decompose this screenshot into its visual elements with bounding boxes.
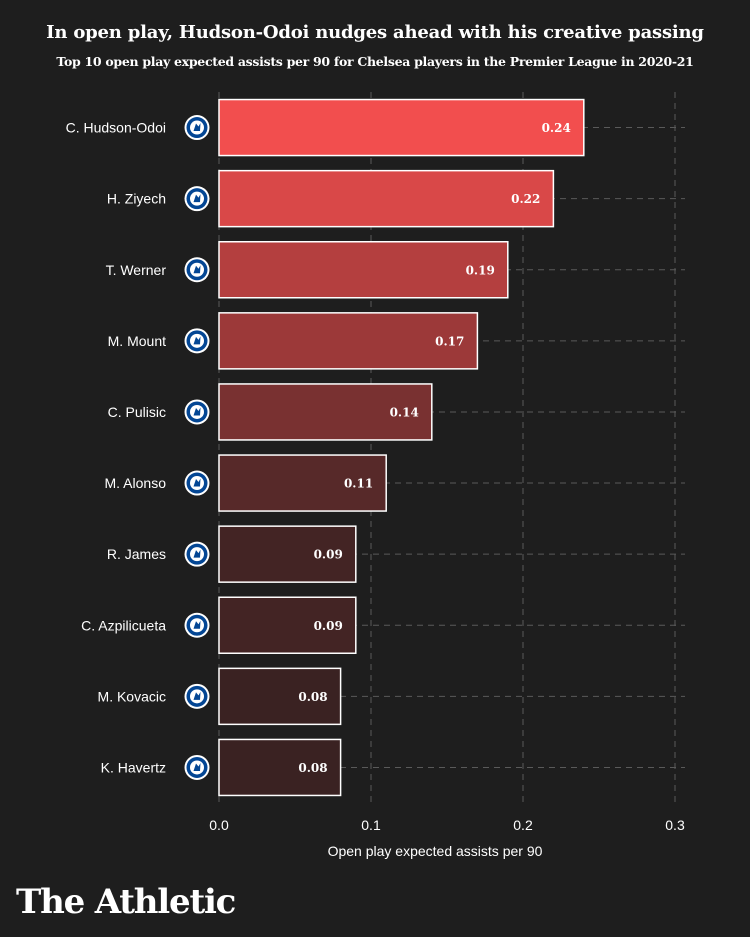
bar [218, 169, 555, 228]
bar [218, 241, 509, 299]
player-name-label: C. Azpilicueta [81, 617, 166, 633]
x-tick-label: 0.1 [361, 817, 381, 833]
player-name-label: T. Werner [106, 262, 167, 278]
chart-title: In open play, Hudson-Odoi nudges ahead w… [46, 22, 704, 43]
chelsea-badge-lion-icon [193, 478, 201, 487]
player-name-label: C. Pulisic [108, 404, 166, 420]
chelsea-badge-lion-icon [193, 691, 201, 700]
bar [218, 738, 342, 797]
bar-value-label: 0.09 [314, 548, 343, 562]
player-name-label: R. James [107, 546, 166, 562]
chart-subtitle: Top 10 open play expected assists per 90… [56, 54, 694, 69]
bar-value-label: 0.08 [298, 761, 327, 775]
bar-value-label: 0.08 [298, 690, 327, 704]
bar [218, 525, 357, 583]
chelsea-badge-lion-icon [193, 123, 201, 132]
bar-value-label: 0.09 [314, 619, 343, 633]
player-name-label: K. Havertz [101, 759, 166, 775]
chelsea-badge-lion-icon [193, 336, 201, 345]
chelsea-badge-lion-icon [193, 194, 201, 203]
the-athletic-logo: The Athletic [16, 882, 236, 922]
chelsea-badge-lion-icon [193, 762, 201, 771]
bar [218, 383, 433, 441]
player-name-label: M. Alonso [105, 475, 167, 491]
x-tick-label: 0.2 [513, 817, 533, 833]
chelsea-badge-lion-icon [193, 265, 201, 274]
player-name-label: H. Ziyech [107, 191, 166, 207]
x-tick-label: 0.3 [665, 817, 685, 833]
chelsea-badge-lion-icon [193, 549, 201, 558]
x-tick-label: 0.0 [209, 817, 229, 833]
bar [218, 98, 585, 157]
bar-value-label: 0.24 [542, 121, 571, 135]
bar [218, 312, 479, 370]
chelsea-badge-lion-icon [193, 620, 201, 629]
chelsea-badge-lion-icon [193, 407, 201, 416]
bar-value-label: 0.22 [511, 192, 540, 206]
bar [218, 454, 387, 512]
bar-value-label: 0.14 [390, 405, 419, 419]
bar-value-label: 0.11 [344, 477, 373, 491]
bar [218, 667, 342, 726]
x-axis-label: Open play expected assists per 90 [327, 843, 543, 859]
player-name-label: M. Mount [108, 333, 166, 349]
player-name-label: M. Kovacic [98, 688, 166, 704]
player-name-label: C. Hudson-Odoi [66, 120, 166, 136]
bar-value-label: 0.17 [435, 334, 464, 348]
bar-value-label: 0.19 [466, 263, 495, 277]
bar [218, 596, 357, 654]
